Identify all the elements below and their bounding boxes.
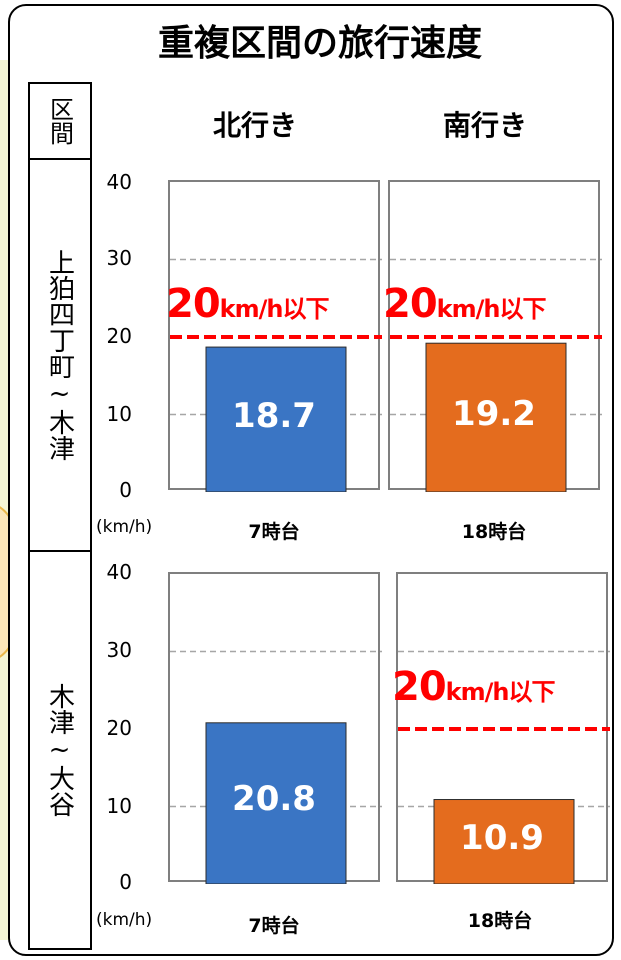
panel-top-north-svg	[170, 258, 382, 492]
threshold-value: 20	[383, 281, 438, 327]
threshold-label-top-north: 20km/h以下	[166, 281, 329, 327]
bottom-ytick-10: 10	[106, 794, 132, 818]
top-ytick-20: 20	[106, 324, 132, 348]
value-label-bottom-north: 20.8	[232, 779, 316, 820]
top-ytick-30: 30	[106, 246, 132, 270]
top-ytick-10: 10	[106, 402, 132, 426]
bar	[205, 722, 347, 884]
panel-bottom-north-svg	[170, 650, 382, 884]
threshold-unit: km/h以下	[445, 678, 556, 706]
panel-top-south	[388, 180, 602, 492]
value-label-top-south: 19.2	[452, 393, 536, 434]
threshold-value: 20	[166, 281, 221, 327]
bar	[425, 342, 567, 492]
panel-bottom-south	[396, 572, 610, 884]
bar	[205, 346, 347, 492]
bottom-ytick-0: 0	[119, 870, 132, 894]
threshold-label-bottom-south: 20km/h以下	[392, 664, 555, 710]
bar	[433, 799, 575, 884]
top-xcat-south: 18時台	[461, 521, 527, 543]
section-cell-2: 木津~大谷	[28, 550, 92, 950]
top-xcat-north: 7時台	[248, 521, 300, 543]
bottom-ytick-20: 20	[106, 716, 132, 740]
bottom-unit-label: (km/h)	[96, 910, 153, 930]
threshold-unit: km/h以下	[219, 295, 330, 323]
section-label-2: 木津~大谷	[44, 683, 75, 817]
bottom-xcat-south: 18時台	[467, 910, 533, 932]
bottom-xcat-north: 7時台	[248, 915, 300, 937]
direction-south-label: 南行き	[442, 109, 527, 142]
value-label-bottom-south: 10.9	[460, 817, 544, 858]
direction-north-label: 北行き	[212, 109, 297, 142]
value-label-top-north: 18.7	[232, 395, 316, 436]
top-ytick-40: 40	[106, 170, 132, 194]
panel-bottom-south-svg	[398, 650, 610, 884]
panel-top-south-svg	[390, 258, 602, 492]
top-ytick-0: 0	[119, 478, 132, 502]
top-unit-label: (km/h)	[96, 517, 153, 537]
section-header-label: 区間	[45, 97, 74, 145]
threshold-label-top-south: 20km/h以下	[383, 281, 546, 327]
section-label-1: 上狛四丁町~木津	[44, 249, 75, 461]
panel-bottom-north	[168, 572, 382, 884]
bottom-ytick-40: 40	[106, 560, 132, 584]
section-cell-1: 上狛四丁町~木津	[28, 158, 92, 552]
threshold-unit: km/h以下	[436, 295, 547, 323]
bottom-ytick-30: 30	[106, 638, 132, 662]
chart-title: 重複区間の旅行速度	[157, 23, 482, 64]
threshold-value: 20	[392, 664, 447, 710]
section-header-cell: 区間	[28, 82, 92, 160]
panel-top-north	[168, 180, 382, 492]
